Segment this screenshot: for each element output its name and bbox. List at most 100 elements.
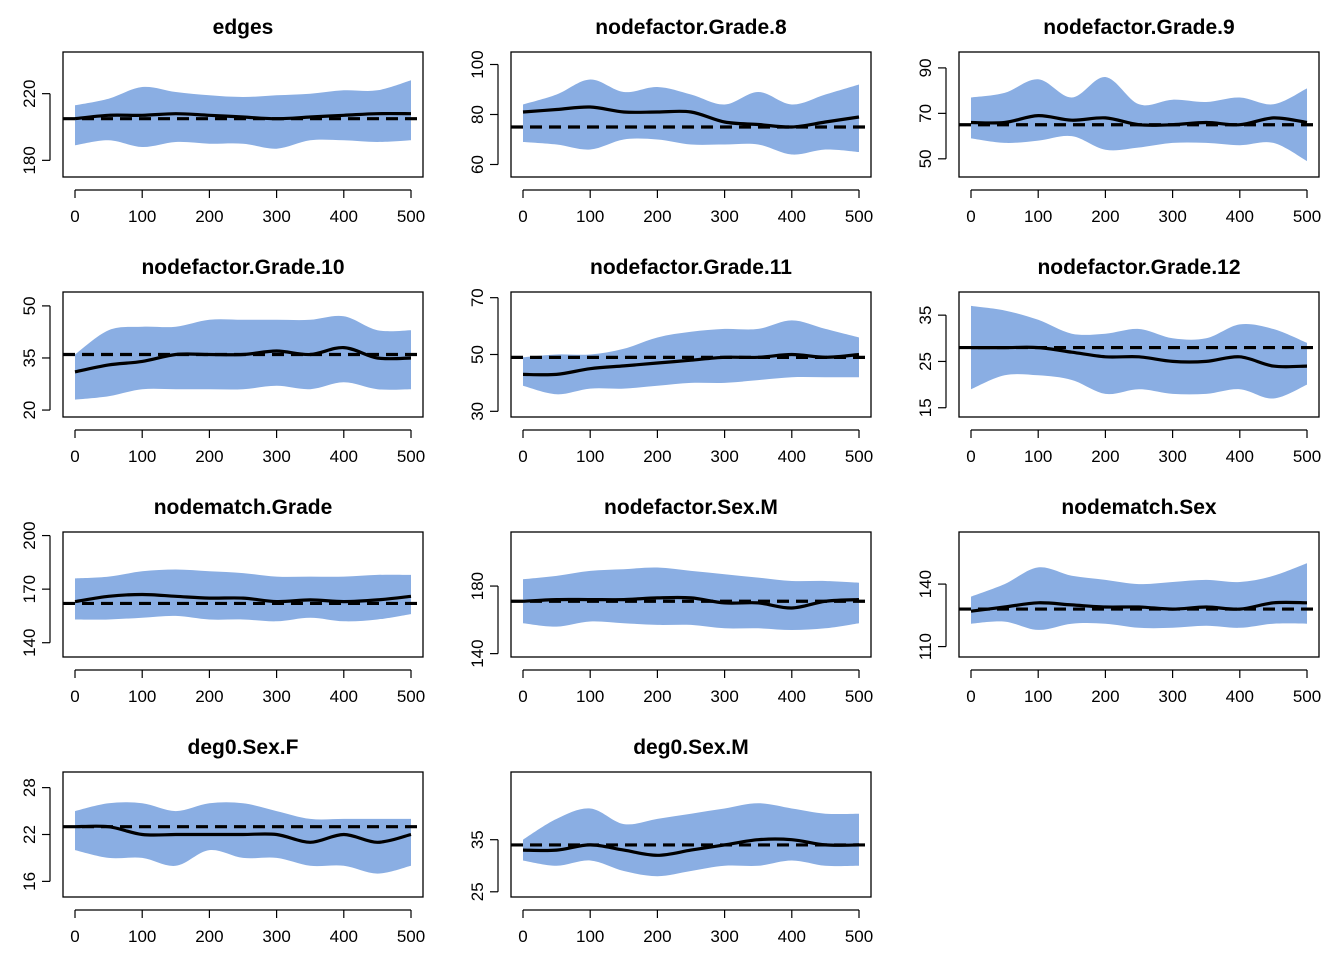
y-tick-label: 22 — [20, 825, 39, 844]
panel-title: nodematch.Grade — [154, 496, 333, 519]
x-tick-label: 100 — [128, 927, 156, 946]
x-tick-label: 200 — [195, 447, 223, 466]
y-axis: 140 170 200 — [20, 521, 51, 657]
y-tick-label: 35 — [20, 349, 39, 368]
chart-panel-9: nodematch.Sex 0 100 200 300 400 500 110 140 — [916, 496, 1321, 706]
y-tick-label: 60 — [468, 155, 487, 174]
x-tick-label: 400 — [778, 687, 806, 706]
x-tick-label: 400 — [330, 447, 358, 466]
x-tick-label: 0 — [966, 687, 975, 706]
y-tick-label: 25 — [468, 882, 487, 901]
x-tick-label: 500 — [845, 207, 873, 226]
x-tick-label: 200 — [195, 207, 223, 226]
x-tick-label: 300 — [262, 447, 290, 466]
x-tick-label: 100 — [576, 447, 604, 466]
mean-line — [74, 345, 412, 374]
y-tick-label: 35 — [916, 306, 935, 325]
plot-frame — [62, 531, 424, 658]
y-axis: 140 180 — [468, 572, 499, 668]
mean-line — [522, 352, 860, 377]
panel-title: nodefactor.Sex.M — [604, 496, 778, 519]
panel-title: nodematch.Sex — [1061, 496, 1217, 519]
x-tick-label: 500 — [1293, 447, 1321, 466]
x-axis: 0 100 200 300 400 500 — [518, 909, 873, 946]
panel-title: deg0.Sex.M — [633, 736, 749, 759]
x-tick-label: 200 — [1091, 447, 1119, 466]
x-tick-label: 200 — [195, 927, 223, 946]
x-axis: 0 100 200 300 400 500 — [70, 429, 425, 466]
mean-line — [74, 111, 412, 121]
y-tick-label: 35 — [468, 830, 487, 849]
x-tick-label: 200 — [1091, 207, 1119, 226]
y-axis: 50 70 90 — [916, 58, 947, 168]
mean-line — [971, 345, 1308, 369]
x-tick-label: 300 — [262, 687, 290, 706]
x-tick-label: 0 — [966, 447, 975, 466]
chart-panel-6: nodefactor.Grade.12 0 100 200 300 400 500 15 25 3… — [916, 256, 1321, 466]
chart-panel-11: deg0.Sex.M 0 100 200 300 400 500 25 35 — [468, 736, 873, 946]
x-tick-label: 500 — [397, 447, 425, 466]
plot-frame — [62, 51, 424, 178]
x-axis: 0 100 200 300 400 500 — [70, 189, 425, 226]
x-tick-label: 0 — [70, 927, 79, 946]
y-tick-label: 50 — [916, 149, 935, 168]
x-tick-label: 100 — [128, 447, 156, 466]
confidence-band — [523, 79, 859, 155]
x-tick-label: 400 — [778, 927, 806, 946]
confidence-band — [523, 803, 859, 877]
x-tick-label: 0 — [70, 687, 79, 706]
x-tick-label: 0 — [70, 207, 79, 226]
plot-frame — [510, 51, 872, 178]
x-tick-label: 100 — [576, 927, 604, 946]
x-axis: 0 100 200 300 400 500 — [966, 189, 1321, 226]
y-tick-label: 70 — [468, 288, 487, 307]
x-tick-label: 400 — [330, 207, 358, 226]
y-axis: 25 35 — [468, 830, 499, 901]
x-tick-label: 500 — [845, 447, 873, 466]
chart-panel-4: nodefactor.Grade.10 0 100 200 300 400 500 20 35 5… — [20, 256, 425, 466]
x-tick-label: 500 — [1293, 687, 1321, 706]
x-tick-label: 500 — [397, 687, 425, 706]
confidence-band — [75, 802, 411, 874]
chart-panel-3: nodefactor.Grade.9 0 100 200 300 400 500 50 70 90 — [916, 16, 1321, 226]
mean-line — [970, 600, 1308, 613]
y-tick-label: 50 — [468, 345, 487, 364]
x-tick-label: 100 — [128, 207, 156, 226]
x-axis: 0 100 200 300 400 500 — [966, 669, 1321, 706]
plot-frame — [958, 531, 1320, 658]
confidence-band — [75, 315, 411, 400]
panel-title: nodefactor.Grade.10 — [141, 256, 344, 279]
y-tick-label: 25 — [916, 352, 935, 371]
x-tick-label: 400 — [1226, 447, 1254, 466]
chart-panel-5: nodefactor.Grade.11 0 100 200 300 400 500 30 50 7… — [468, 256, 873, 466]
x-axis: 0 100 200 300 400 500 — [518, 429, 873, 466]
y-tick-label: 100 — [468, 50, 487, 78]
panel-title: nodefactor.Grade.12 — [1037, 256, 1240, 279]
x-tick-label: 300 — [1158, 207, 1186, 226]
x-tick-label: 300 — [262, 207, 290, 226]
y-tick-label: 180 — [20, 146, 39, 174]
x-tick-label: 200 — [195, 687, 223, 706]
x-tick-label: 400 — [330, 687, 358, 706]
mean-line — [74, 824, 412, 844]
confidence-band — [971, 305, 1307, 399]
y-tick-label: 140 — [916, 570, 935, 598]
x-tick-label: 400 — [1226, 687, 1254, 706]
x-tick-label: 300 — [710, 687, 738, 706]
mean-line — [522, 595, 860, 610]
x-tick-label: 0 — [518, 207, 527, 226]
panel-title: deg0.Sex.F — [188, 736, 299, 759]
y-tick-label: 220 — [20, 79, 39, 107]
y-tick-label: 20 — [20, 401, 39, 420]
x-tick-label: 200 — [643, 687, 671, 706]
confidence-band — [971, 563, 1307, 630]
x-axis: 0 100 200 300 400 500 — [70, 669, 425, 706]
x-tick-label: 100 — [1024, 447, 1052, 466]
x-tick-label: 100 — [576, 687, 604, 706]
chart-panel-1: edges 0 100 200 300 400 500 180 220 — [20, 16, 425, 226]
x-tick-label: 200 — [643, 927, 671, 946]
y-tick-label: 110 — [916, 633, 935, 660]
plot-frame — [510, 291, 872, 418]
y-axis: 15 25 35 — [916, 306, 947, 417]
